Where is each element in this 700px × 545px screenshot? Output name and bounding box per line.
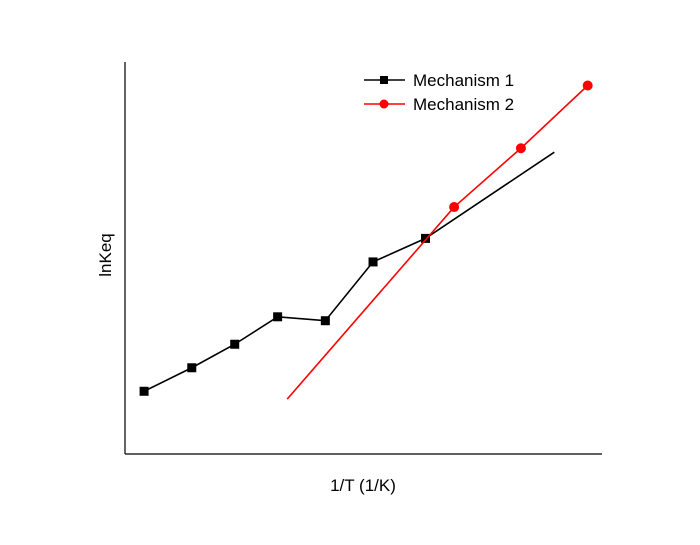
legend-entry-mechanism-1: Mechanism 1 (364, 71, 514, 90)
data-point-mechanism-1-2 (187, 363, 197, 373)
legend-entry-mechanism-2: Mechanism 2 (364, 95, 514, 114)
legend-label-mechanism-1: Mechanism 1 (413, 71, 514, 90)
data-point-mechanism-1-7 (421, 233, 431, 243)
data-point-mechanism-1-4 (273, 312, 283, 322)
data-point-mechanism-2-1 (449, 202, 460, 213)
data-point-mechanism-1-1 (139, 386, 149, 396)
legend: Mechanism 1 Mechanism 2 (364, 71, 514, 114)
axes (124, 62, 602, 455)
y-axis-label: lnKeq (96, 233, 115, 276)
data-point-mechanism-1-3 (230, 339, 240, 349)
series-line-mechanism-2 (286, 84, 589, 400)
legend-label-mechanism-2: Mechanism 2 (413, 95, 514, 114)
data-point-mechanism-2-2 (515, 143, 526, 154)
series-line-mechanism-1 (143, 151, 555, 392)
series-layer (139, 80, 593, 400)
data-point-mechanism-1-5 (320, 316, 330, 326)
data-point-mechanism-1-6 (368, 257, 378, 267)
legend-marker-square (380, 76, 388, 84)
x-axis-label: 1/T (1/K) (330, 476, 396, 495)
legend-marker-circle (379, 99, 389, 109)
data-point-mechanism-2-3 (582, 80, 593, 91)
